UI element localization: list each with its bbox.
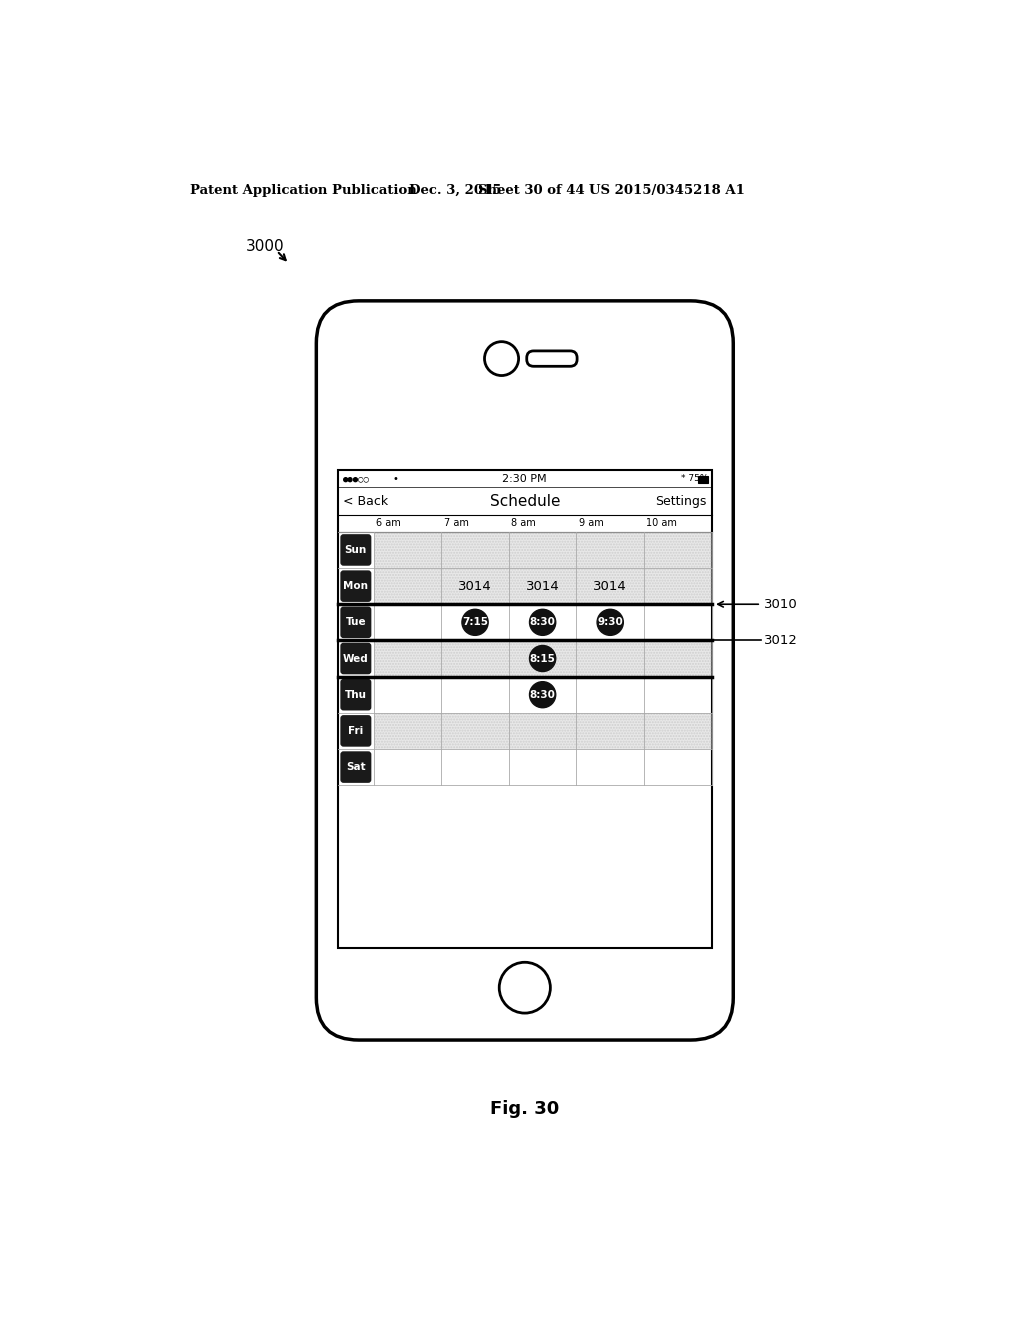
Text: * 75%: * 75%	[681, 474, 708, 483]
Text: Tue: Tue	[345, 618, 367, 627]
Text: 9:30: 9:30	[597, 618, 623, 627]
Text: Wed: Wed	[343, 653, 369, 664]
Text: < Back: < Back	[343, 495, 388, 508]
Text: Sheet 30 of 44: Sheet 30 of 44	[478, 183, 585, 197]
Text: Sat: Sat	[346, 762, 366, 772]
Bar	[338, 470, 712, 948]
FancyBboxPatch shape	[340, 643, 372, 675]
Text: Mon: Mon	[343, 581, 369, 591]
Text: •: •	[392, 474, 398, 483]
Text: 7 am: 7 am	[443, 519, 468, 528]
Text: 3014: 3014	[593, 579, 627, 593]
Text: 3014: 3014	[458, 579, 492, 593]
Text: Patent Application Publication: Patent Application Publication	[190, 183, 417, 197]
Bar	[374, 532, 712, 568]
Bar	[374, 568, 712, 605]
Text: ●●●○○: ●●●○○	[343, 474, 370, 483]
Circle shape	[597, 610, 624, 635]
Text: 7:15: 7:15	[462, 618, 488, 627]
Bar	[374, 713, 712, 748]
FancyBboxPatch shape	[340, 535, 372, 566]
Text: 6 am: 6 am	[376, 519, 400, 528]
Text: Settings: Settings	[655, 495, 707, 508]
Text: 10 am: 10 am	[646, 519, 677, 528]
Circle shape	[529, 645, 556, 672]
Text: Schedule: Schedule	[489, 494, 560, 508]
Text: 3014: 3014	[525, 579, 559, 593]
Text: Sun: Sun	[345, 545, 367, 554]
Bar	[374, 532, 712, 568]
Text: 8:30: 8:30	[529, 690, 556, 700]
Circle shape	[529, 610, 556, 635]
Text: 9 am: 9 am	[579, 519, 603, 528]
Text: Thu: Thu	[345, 690, 367, 700]
FancyBboxPatch shape	[340, 751, 372, 783]
Text: 3012: 3012	[764, 634, 798, 647]
FancyBboxPatch shape	[340, 607, 372, 638]
Circle shape	[462, 610, 488, 635]
Bar	[697, 475, 709, 483]
Bar	[374, 640, 712, 677]
FancyBboxPatch shape	[526, 351, 578, 367]
FancyBboxPatch shape	[340, 678, 372, 710]
Bar	[374, 713, 712, 748]
Text: Fig. 30: Fig. 30	[490, 1101, 559, 1118]
Bar	[374, 568, 712, 605]
FancyBboxPatch shape	[316, 301, 733, 1040]
Text: Dec. 3, 2015: Dec. 3, 2015	[409, 183, 501, 197]
Text: 8 am: 8 am	[511, 519, 536, 528]
Text: 3000: 3000	[246, 239, 285, 255]
Text: US 2015/0345218 A1: US 2015/0345218 A1	[589, 183, 745, 197]
Text: 2:30 PM: 2:30 PM	[503, 474, 547, 483]
FancyBboxPatch shape	[340, 715, 372, 747]
Circle shape	[500, 962, 550, 1014]
Circle shape	[529, 681, 556, 708]
Circle shape	[484, 342, 518, 376]
Text: 8:30: 8:30	[529, 618, 556, 627]
Text: 8:15: 8:15	[529, 653, 556, 664]
Text: 3010: 3010	[764, 598, 798, 611]
Bar	[374, 640, 712, 677]
FancyBboxPatch shape	[340, 570, 372, 602]
Text: Fri: Fri	[348, 726, 364, 735]
